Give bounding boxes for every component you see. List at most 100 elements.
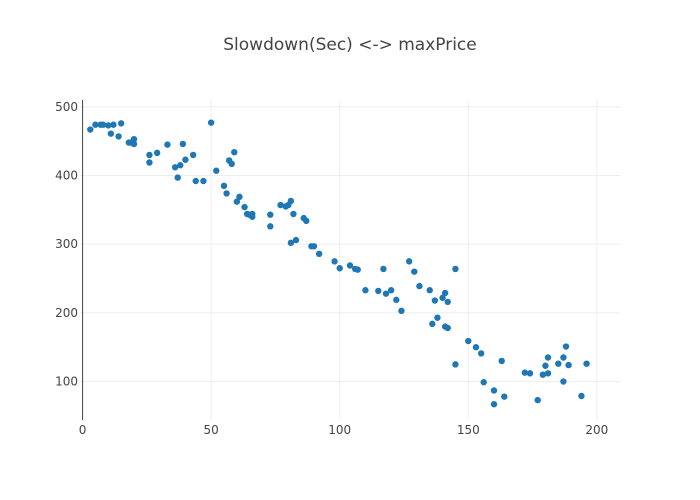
data-point xyxy=(426,287,433,294)
data-point xyxy=(92,121,99,128)
data-point xyxy=(267,211,274,218)
data-point xyxy=(382,290,390,297)
data-point xyxy=(315,250,323,258)
data-point xyxy=(223,190,230,197)
data-point xyxy=(526,370,534,377)
data-point xyxy=(87,126,94,133)
data-point xyxy=(290,210,297,218)
data-point xyxy=(380,265,387,273)
data-point xyxy=(130,140,138,148)
data-point xyxy=(115,133,122,140)
data-point xyxy=(472,344,480,351)
data-point xyxy=(452,361,459,368)
x-tick-label: 0 xyxy=(79,423,87,437)
data-point xyxy=(207,119,215,126)
data-point xyxy=(465,337,472,345)
data-point xyxy=(444,298,451,306)
data-point xyxy=(562,343,570,350)
data-point xyxy=(174,174,181,181)
x-tick-label: 200 xyxy=(585,423,608,437)
data-point xyxy=(346,262,354,269)
data-point xyxy=(267,223,274,230)
data-point xyxy=(228,160,235,168)
data-point xyxy=(560,354,567,361)
x-tick-label: 50 xyxy=(204,423,219,437)
data-point xyxy=(179,140,187,148)
data-point xyxy=(565,361,572,369)
data-point xyxy=(362,287,369,294)
data-point xyxy=(117,120,125,127)
y-tick-label: 100 xyxy=(55,375,78,389)
gridlines xyxy=(80,100,620,420)
data-point xyxy=(107,130,115,137)
data-point xyxy=(105,122,112,129)
data-point xyxy=(249,210,256,218)
data-point xyxy=(192,177,199,185)
data-point xyxy=(416,282,423,290)
data-point xyxy=(583,360,590,367)
data-point xyxy=(189,151,197,159)
data-point xyxy=(544,354,552,361)
data-point xyxy=(411,268,418,275)
data-point xyxy=(555,360,562,367)
data-point xyxy=(310,243,318,250)
data-point xyxy=(444,324,451,332)
data-point xyxy=(200,177,207,185)
y-tick-label: 200 xyxy=(55,306,78,320)
data-point xyxy=(130,135,138,143)
data-point xyxy=(398,307,405,315)
data-point xyxy=(231,148,238,156)
data-point xyxy=(439,294,446,301)
data-point xyxy=(153,149,161,157)
data-point xyxy=(431,297,439,304)
data-point xyxy=(452,265,459,273)
y-tick-label: 300 xyxy=(55,237,78,251)
data-point xyxy=(292,236,300,244)
data-point xyxy=(220,182,228,190)
data-point xyxy=(501,393,508,400)
data-point xyxy=(393,296,400,304)
data-point xyxy=(534,396,541,404)
axes: 100 200 300 400 500 0 50 100 150 200 xyxy=(55,100,608,437)
data-point xyxy=(146,159,153,166)
data-point xyxy=(177,162,184,169)
data-point xyxy=(110,121,117,128)
data-point xyxy=(480,379,487,386)
data-point xyxy=(303,217,310,225)
x-tick-label: 150 xyxy=(457,423,480,437)
data-point xyxy=(544,370,552,377)
data-point xyxy=(277,201,284,209)
data-point xyxy=(99,121,107,128)
data-point xyxy=(405,258,413,265)
chart-title: Slowdown(Sec) <-> maxPrice xyxy=(223,35,477,55)
data-point xyxy=(213,167,220,174)
data-point xyxy=(434,314,441,321)
data-point xyxy=(539,371,547,378)
data-point xyxy=(336,265,343,272)
data-point xyxy=(236,193,243,201)
data-point xyxy=(490,387,498,394)
data-point xyxy=(241,203,248,211)
y-tick-label: 500 xyxy=(55,100,78,114)
data-point xyxy=(375,287,382,295)
data-point xyxy=(287,197,295,205)
y-tick-label: 400 xyxy=(55,169,78,183)
data-point xyxy=(429,320,436,328)
data-point xyxy=(182,156,189,163)
data-point xyxy=(146,151,153,159)
data-point xyxy=(542,362,549,369)
data-point xyxy=(578,392,585,400)
data-point xyxy=(354,266,361,273)
data-points xyxy=(87,119,590,408)
data-point xyxy=(560,378,567,385)
data-point xyxy=(233,198,241,205)
data-point xyxy=(441,289,449,297)
data-point xyxy=(287,239,295,247)
data-point xyxy=(477,350,485,357)
data-point xyxy=(498,357,505,365)
data-point xyxy=(521,369,529,376)
data-point xyxy=(387,287,395,294)
x-tick-label: 100 xyxy=(328,423,351,437)
